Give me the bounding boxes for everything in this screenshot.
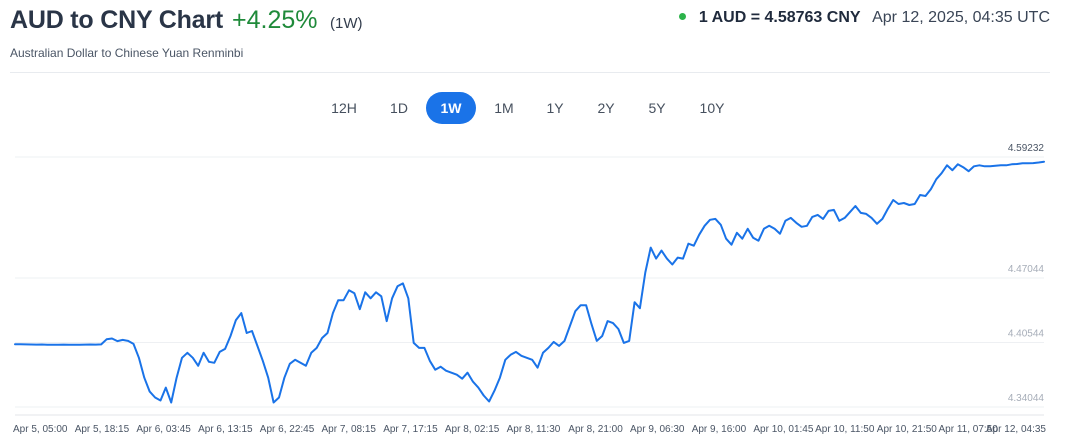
- live-status-dot-icon: [679, 12, 687, 20]
- tab-2y[interactable]: 2Y: [597, 100, 615, 116]
- y-tick-label: 4.59232: [1008, 143, 1045, 154]
- x-tick-label: Apr 10, 01:45: [753, 424, 813, 435]
- tab-5y[interactable]: 5Y: [648, 100, 666, 116]
- tab-1m[interactable]: 1M: [494, 100, 514, 116]
- x-tick-label: Apr 8, 21:00: [568, 424, 623, 435]
- chart-header: AUD to CNY Chart +4.25% (1W) Australian …: [10, 6, 1050, 66]
- x-tick-label: Apr 9, 06:30: [630, 424, 685, 435]
- x-tick-label: Apr 8, 11:30: [507, 424, 561, 435]
- tab-1w[interactable]: 1W: [426, 92, 476, 124]
- page-title: AUD to CNY Chart: [10, 6, 224, 34]
- x-tick-label: Apr 11, 07:50: [939, 424, 999, 435]
- x-tick-label: Apr 5, 05:00: [13, 424, 68, 435]
- x-tick-label: Apr 5, 18:15: [75, 424, 130, 435]
- y-tick-label: 4.40544: [1008, 328, 1045, 339]
- tab-10y[interactable]: 10Y: [699, 100, 725, 116]
- series-line: [14, 160, 1045, 404]
- x-tick-label: Apr 7, 08:15: [322, 424, 377, 435]
- x-tick-label: Apr 6, 03:45: [136, 424, 191, 435]
- y-tick-label: 4.34044: [1008, 393, 1045, 404]
- x-tick-label: Apr 10, 11:50: [815, 424, 875, 435]
- x-tick-label: Apr 7, 17:15: [383, 424, 438, 435]
- rate-timestamp: Apr 12, 2025, 04:35 UTC: [872, 9, 1050, 26]
- x-tick-label: Apr 12, 04:35: [986, 424, 1046, 435]
- tab-12h[interactable]: 12H: [331, 100, 357, 116]
- exchange-rate: 1 AUD = 4.58763 CNY: [698, 9, 861, 26]
- period-label: (1W): [330, 15, 363, 32]
- x-tick-label: Apr 8, 02:15: [445, 424, 500, 435]
- x-tick-label: Apr 6, 13:15: [198, 424, 253, 435]
- x-tick-label: Apr 9, 16:00: [692, 424, 747, 435]
- x-tick-label: Apr 6, 22:45: [260, 424, 315, 435]
- line-chart: 4.59232 4.47044 4.40544 4.34044 Apr 5, 05:00…: [13, 143, 1046, 435]
- y-tick-label: 4.47044: [1008, 264, 1045, 275]
- page-subtitle: Australian Dollar to Chinese Yuan Renmin…: [10, 46, 244, 60]
- header-divider: [10, 72, 1050, 73]
- percent-change: +4.25%: [232, 6, 318, 34]
- rate-display: 1 AUD = 4.58763 CNY Apr 12, 2025, 04:35 …: [679, 9, 1050, 27]
- x-tick-label: Apr 10, 21:50: [877, 424, 937, 435]
- tab-1d[interactable]: 1D: [390, 100, 408, 116]
- tab-1y[interactable]: 1Y: [546, 100, 564, 116]
